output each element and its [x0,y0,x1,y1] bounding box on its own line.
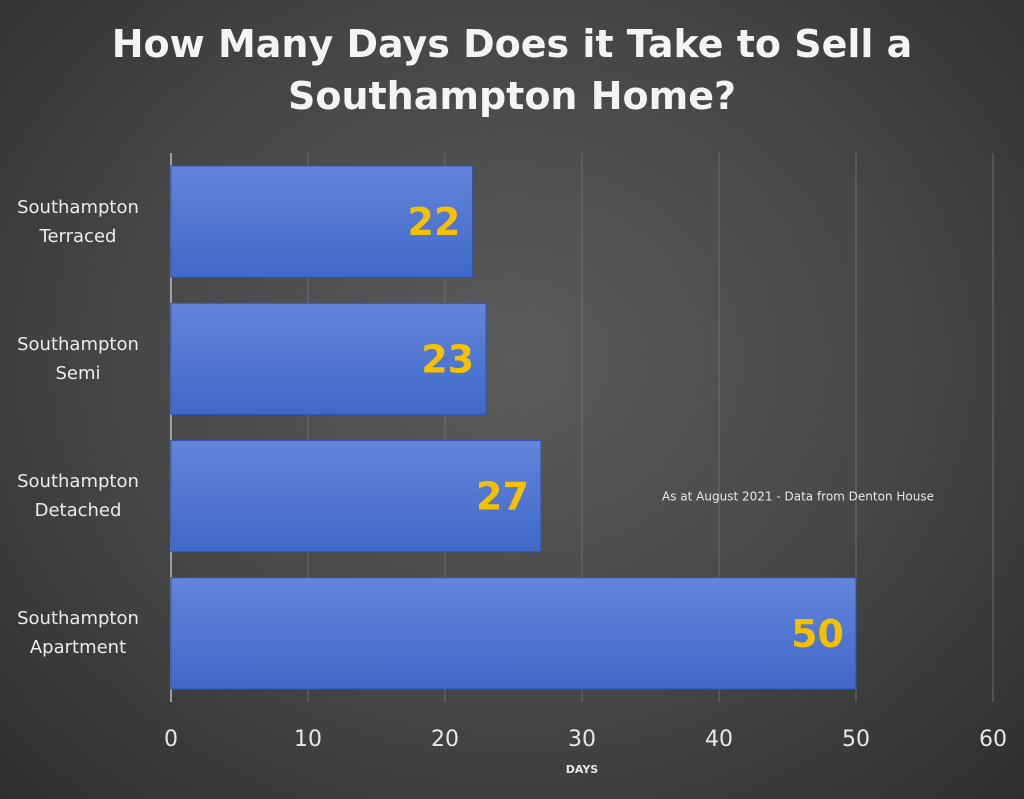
bar [170,165,473,278]
x-tick-label: 10 [294,727,322,752]
x-tick-label: 60 [979,727,1007,752]
bar [170,440,542,553]
x-tick-label: 0 [164,727,178,752]
y-tick-label: Southampton Semi [17,333,139,384]
value-label: 50 [791,612,844,656]
y-tick-label: Southampton Terraced [17,196,139,247]
value-label: 23 [421,337,474,381]
x-axis-title: DAYS [566,763,599,776]
chart-title: How Many Days Does it Take to Sell a Sou… [111,22,913,118]
y-tick-label: Southampton Apartment [17,608,139,659]
x-tick-label: 50 [842,727,870,752]
value-label: 27 [476,475,529,519]
x-tick-label: 20 [431,727,459,752]
bar [170,577,857,690]
y-tick-label: Southampton Detached [17,471,139,522]
x-tick-label: 40 [705,727,733,752]
annotation: As at August 2021 - Data from Denton Hou… [662,490,934,504]
x-tick-label: 30 [568,727,596,752]
bar [170,302,487,415]
value-label: 22 [408,200,461,244]
